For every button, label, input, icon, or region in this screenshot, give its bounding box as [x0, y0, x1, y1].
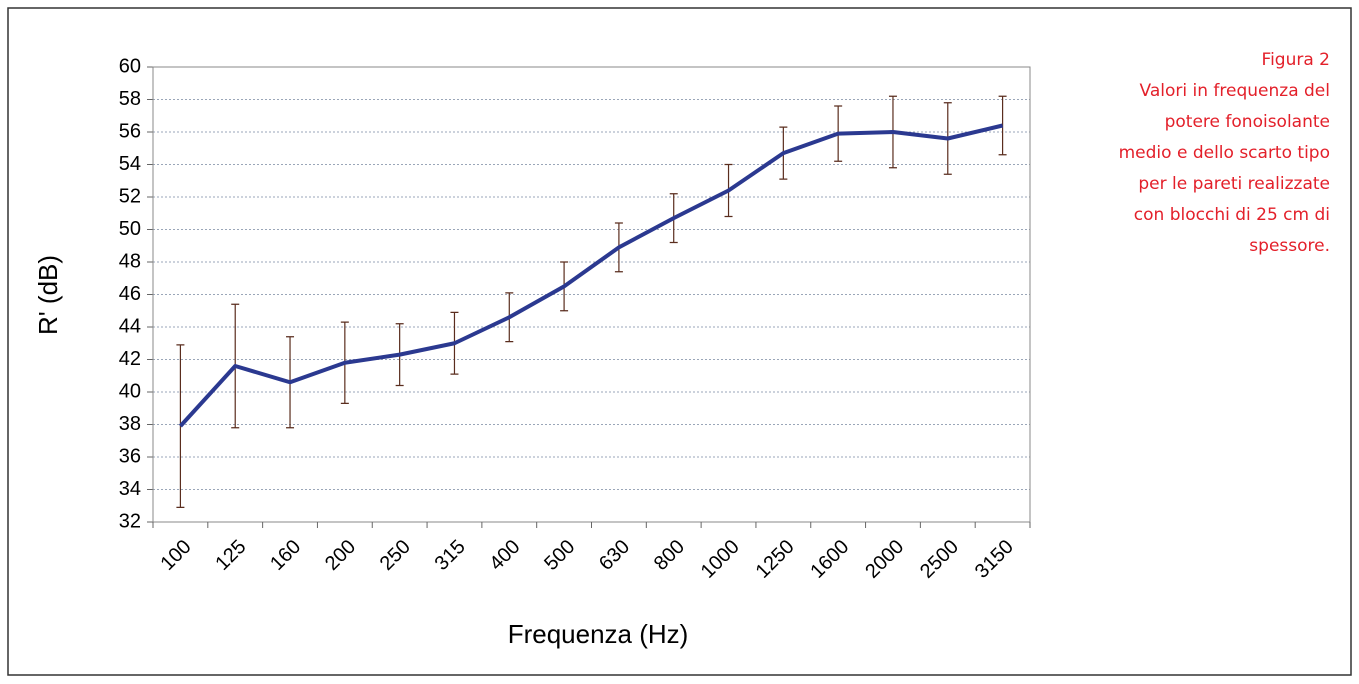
x-tick-label: 500: [540, 536, 579, 575]
frame: [7, 7, 1352, 676]
x-tick-label: 160: [266, 536, 305, 575]
x-tick-label: 630: [595, 536, 634, 575]
caption-line: Valori in frequenza del: [1140, 81, 1330, 101]
x-tick-label: 250: [376, 536, 415, 575]
x-tick-label: 800: [650, 536, 689, 575]
y-tick-label: 54: [119, 153, 141, 175]
error-bar: [176, 344, 185, 508]
y-tick-label: 60: [119, 55, 141, 77]
caption-line: Figura 2: [1262, 50, 1330, 70]
y-tick-label: 40: [119, 380, 141, 402]
x-tick-label: 2000: [861, 536, 908, 583]
x-tick-label: 3150: [971, 536, 1018, 583]
y-tick-label: 32: [119, 510, 141, 532]
y-tick-label: 50: [119, 218, 141, 240]
y-tick-label: 42: [119, 348, 141, 370]
x-tick-label: 400: [485, 536, 524, 575]
y-tick-label: 58: [119, 88, 141, 110]
x-tick-label: 100: [157, 536, 196, 575]
y-tick-label: 44: [119, 315, 141, 337]
caption-line: medio e dello scarto tipo: [1119, 143, 1330, 163]
caption-line: spessore.: [1249, 236, 1330, 256]
caption-line: con blocchi di 25 cm di: [1134, 205, 1330, 225]
x-tick-label: 315: [431, 536, 470, 575]
data-line: [178, 123, 1004, 428]
y-tick-label: 56: [119, 120, 141, 142]
y-tick-label: 48: [119, 250, 141, 272]
y-tick-label: 34: [119, 478, 141, 500]
y-axis-label: R' (dB): [33, 255, 63, 335]
y-tick-label: 52: [119, 185, 141, 207]
y-tick-label: 36: [119, 445, 141, 467]
x-tick-label: 200: [321, 536, 360, 575]
caption-line: potere fonoisolante: [1165, 112, 1330, 132]
caption-line: per le pareti realizzate: [1138, 174, 1330, 194]
x-tick-label: 1250: [752, 536, 799, 583]
x-tick-label: 1000: [697, 536, 744, 583]
x-tick-label: 125: [211, 536, 250, 575]
x-axis-label: Frequenza (Hz): [508, 619, 689, 649]
x-tick-label: 1600: [806, 536, 853, 583]
x-tick-label: 2500: [916, 536, 963, 583]
y-tick-label: 46: [119, 283, 141, 305]
y-tick-label: 38: [119, 413, 141, 435]
